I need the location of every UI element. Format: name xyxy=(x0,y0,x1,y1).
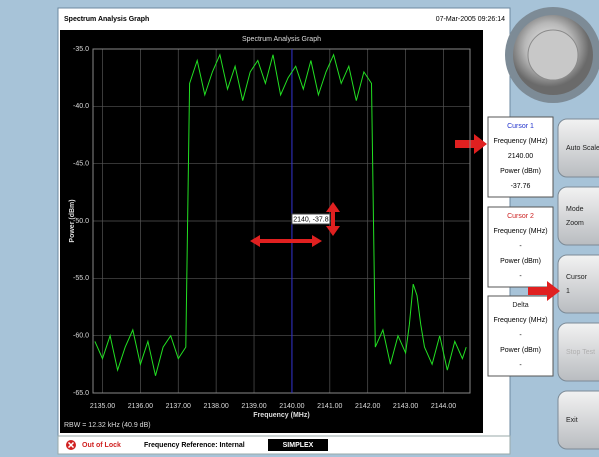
panel-row: Power (dBm) xyxy=(500,168,541,175)
button-label: Cursor xyxy=(566,274,588,281)
panel-row: Frequency (MHz) xyxy=(493,228,547,235)
button-label: Exit xyxy=(566,417,578,424)
panel-title: Cursor 1 xyxy=(507,123,534,130)
x-tick-label: 2141.00 xyxy=(317,403,342,410)
window-title: Spectrum Analysis Graph xyxy=(64,16,149,23)
x-tick-label: 2144.00 xyxy=(431,403,456,410)
button-label: Zoom xyxy=(566,220,584,227)
y-tick-label: -40.0 xyxy=(73,103,89,110)
x-tick-label: 2138.00 xyxy=(203,403,228,410)
button-label: Mode xyxy=(566,206,584,213)
button[interactable] xyxy=(558,391,599,449)
graph-title: Spectrum Analysis Graph xyxy=(242,36,321,43)
y-tick-label: -65.0 xyxy=(73,390,89,397)
y-axis-label: Power (dBm) xyxy=(69,199,76,242)
button[interactable] xyxy=(558,255,599,313)
y-tick-label: -35.0 xyxy=(73,46,89,53)
rbw-note: RBW = 12.32 kHz (40.9 dB) xyxy=(64,422,151,429)
button-label: 1 xyxy=(566,288,570,295)
x-tick-label: 2139.00 xyxy=(241,403,266,410)
x-axis-label: Frequency (MHz) xyxy=(253,412,309,419)
graph-area xyxy=(60,30,483,433)
x-tick-label: 2143.00 xyxy=(393,403,418,410)
panel-row: Power (dBm) xyxy=(500,347,541,354)
panel-title: Cursor 2 xyxy=(507,213,534,220)
panel-title: Delta xyxy=(512,302,528,309)
panel-row: Frequency (MHz) xyxy=(493,317,547,324)
x-tick-label: 2135.00 xyxy=(90,403,115,410)
y-tick-label: -45.0 xyxy=(73,161,89,168)
panel-row: 2140.00 xyxy=(508,153,533,160)
x-tick-label: 2142.00 xyxy=(355,403,380,410)
mode: SIMPLEX xyxy=(283,442,314,449)
x-tick-label: 2137.00 xyxy=(166,403,191,410)
frequency-reference: Frequency Reference: Internal xyxy=(144,442,245,449)
button-label: Auto Scale xyxy=(566,145,599,152)
x-tick-label: 2140.00 xyxy=(279,403,304,410)
panel-row: Frequency (MHz) xyxy=(493,138,547,145)
knob xyxy=(505,7,599,103)
button-label: Stop Test xyxy=(566,349,595,356)
button[interactable] xyxy=(558,187,599,245)
y-tick-label: -60.0 xyxy=(73,333,89,340)
screen: Spectrum Analysis Graph 07-Mar-2005 09:2… xyxy=(0,0,599,457)
y-tick-label: -55.0 xyxy=(73,275,89,282)
panel-row: Power (dBm) xyxy=(500,258,541,265)
x-tick-label: 2136.00 xyxy=(128,403,153,410)
datetime: 07-Mar-2005 09:26:14 xyxy=(436,16,505,23)
lock-status: Out of Lock xyxy=(82,442,121,449)
panel-row: -37.76 xyxy=(511,183,531,190)
cursor-label: 2140, -37.8 xyxy=(293,216,329,223)
